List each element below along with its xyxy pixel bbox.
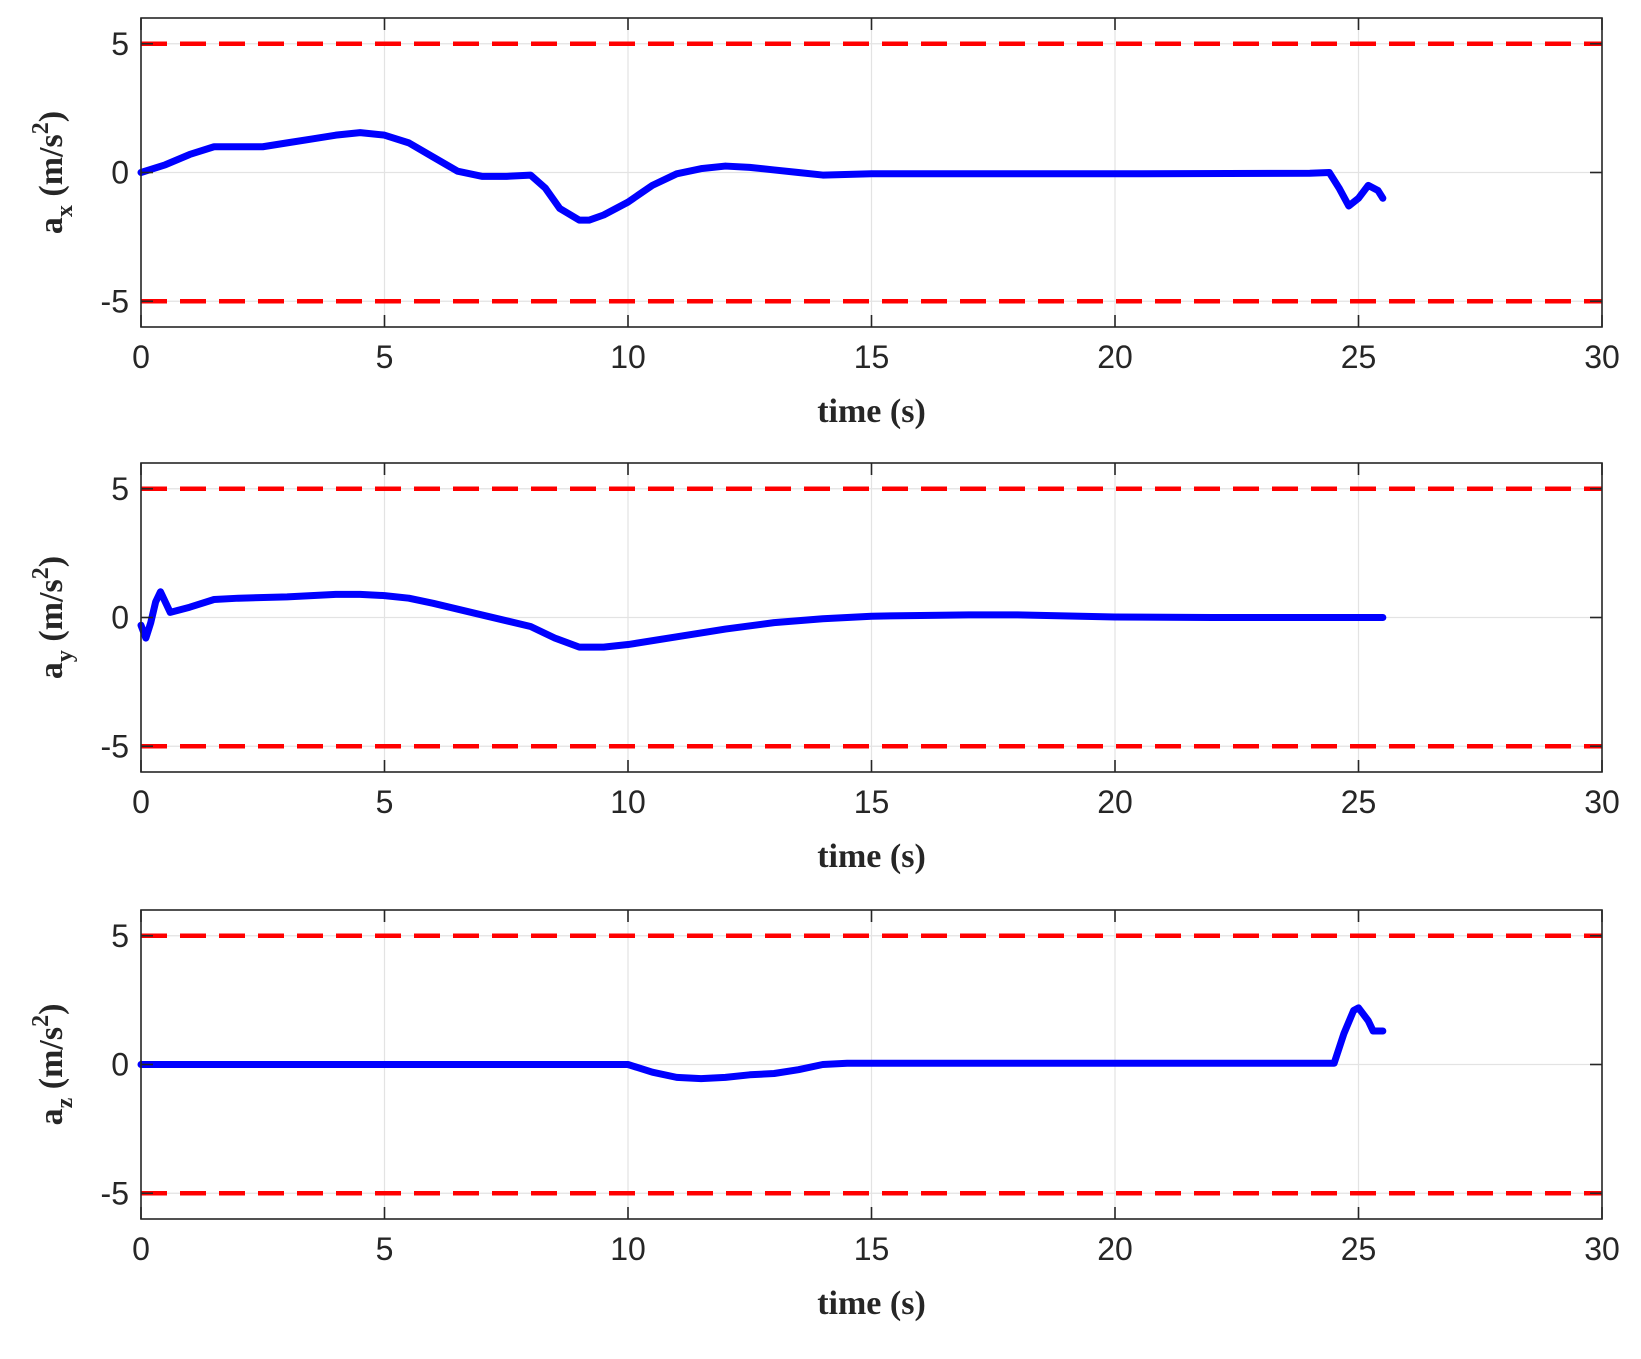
y-tick-label: 0 bbox=[111, 1047, 129, 1083]
x-tick-label: 0 bbox=[132, 784, 150, 820]
y-axis-label-base: a bbox=[33, 1108, 70, 1125]
series-line bbox=[137, 588, 1387, 651]
x-axis-label: time (s) bbox=[817, 393, 926, 430]
x-tick-label: 30 bbox=[1584, 1231, 1620, 1267]
y-tick-label: -5 bbox=[101, 728, 129, 764]
y-axis-label-superscript: 2 bbox=[28, 122, 54, 134]
x-tick-label: 15 bbox=[854, 1231, 890, 1267]
y-axis-label: ax (m/s2) bbox=[28, 111, 78, 234]
y-axis-label-unit: (m/s bbox=[33, 1027, 70, 1098]
x-ticks: 0 5 10 15 20 25 30 bbox=[132, 910, 1620, 1267]
x-tick-label: 25 bbox=[1341, 784, 1377, 820]
y-axis-label-superscript: 2 bbox=[28, 1015, 54, 1027]
y-axis-label-superscript: 2 bbox=[28, 567, 54, 579]
y-tick-label: 5 bbox=[111, 26, 129, 62]
series-line bbox=[137, 1004, 1387, 1083]
y-axis-label-subscript: x bbox=[52, 205, 78, 217]
x-tick-label: 0 bbox=[132, 339, 150, 375]
x-axis-label: time (s) bbox=[817, 838, 926, 875]
x-ticks: 0 5 10 15 20 25 30 bbox=[132, 18, 1620, 375]
y-axis-label: ay (m/s2) bbox=[28, 556, 78, 679]
x-tick-label: 10 bbox=[610, 1231, 646, 1267]
y-tick-label: -5 bbox=[101, 1175, 129, 1211]
x-tick-label: 20 bbox=[1097, 784, 1133, 820]
y-tick-label: 0 bbox=[111, 600, 129, 636]
x-tick-label: 25 bbox=[1341, 339, 1377, 375]
y-tick-label: -5 bbox=[101, 283, 129, 319]
x-tick-label: 5 bbox=[376, 339, 394, 375]
y-tick-label: 5 bbox=[111, 918, 129, 954]
x-tick-label: 10 bbox=[610, 339, 646, 375]
x-tick-label: 30 bbox=[1584, 784, 1620, 820]
x-tick-label: 25 bbox=[1341, 1231, 1377, 1267]
y-axis-label-unit-close: ) bbox=[33, 556, 70, 567]
x-tick-label: 15 bbox=[854, 339, 890, 375]
x-ticks: 0 5 10 15 20 25 30 bbox=[132, 463, 1620, 820]
x-tick-label: 20 bbox=[1097, 339, 1133, 375]
x-tick-label: 10 bbox=[610, 784, 646, 820]
y-axis-label-unit: (m/s bbox=[33, 579, 70, 650]
x-tick-label: 0 bbox=[132, 1231, 150, 1267]
y-axis-label-unit-close: ) bbox=[33, 1004, 70, 1015]
x-tick-label: 20 bbox=[1097, 1231, 1133, 1267]
x-tick-label: 5 bbox=[376, 1231, 394, 1267]
y-axis-label: az (m/s2) bbox=[28, 1004, 78, 1126]
x-axis-label: time (s) bbox=[817, 1285, 926, 1322]
y-ticks: 5 0 -5 bbox=[101, 471, 1602, 764]
y-tick-label: 0 bbox=[111, 155, 129, 191]
y-axis-label-subscript: y bbox=[52, 650, 78, 662]
y-axis-label-subscript: z bbox=[52, 1097, 78, 1108]
y-axis-label-base: a bbox=[33, 217, 70, 234]
y-axis-label-base: a bbox=[33, 662, 70, 679]
series-line bbox=[137, 129, 1387, 224]
y-ticks: 5 0 -5 bbox=[101, 918, 1602, 1211]
y-axis-label-unit: (m/s bbox=[33, 134, 70, 205]
x-tick-label: 15 bbox=[854, 784, 890, 820]
y-tick-label: 5 bbox=[111, 471, 129, 507]
x-tick-label: 30 bbox=[1584, 339, 1620, 375]
x-tick-label: 5 bbox=[376, 784, 394, 820]
y-ticks: 5 0 -5 bbox=[101, 26, 1602, 319]
y-axis-label-unit-close: ) bbox=[33, 111, 70, 122]
